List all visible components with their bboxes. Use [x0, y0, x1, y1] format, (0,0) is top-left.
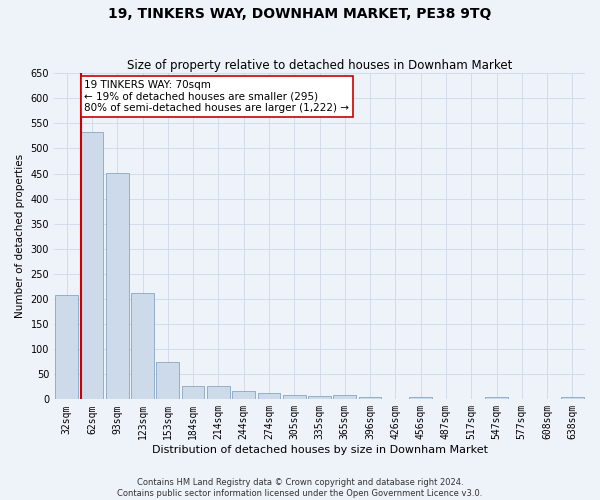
Bar — [283, 395, 305, 400]
Bar — [131, 293, 154, 400]
Bar — [106, 172, 128, 400]
Bar — [308, 396, 331, 400]
Bar — [257, 394, 280, 400]
Title: Size of property relative to detached houses in Downham Market: Size of property relative to detached ho… — [127, 59, 512, 72]
Y-axis label: Number of detached properties: Number of detached properties — [15, 154, 25, 318]
Bar — [207, 386, 230, 400]
Bar — [55, 296, 78, 400]
Bar — [334, 395, 356, 400]
Bar — [80, 132, 103, 400]
Text: 19, TINKERS WAY, DOWNHAM MARKET, PE38 9TQ: 19, TINKERS WAY, DOWNHAM MARKET, PE38 9T… — [109, 8, 491, 22]
Text: Contains HM Land Registry data © Crown copyright and database right 2024.
Contai: Contains HM Land Registry data © Crown c… — [118, 478, 482, 498]
Bar — [485, 397, 508, 400]
X-axis label: Distribution of detached houses by size in Downham Market: Distribution of detached houses by size … — [152, 445, 488, 455]
Bar — [182, 386, 205, 400]
Bar — [409, 397, 432, 400]
Bar — [157, 362, 179, 400]
Bar — [359, 397, 382, 400]
Bar — [561, 397, 584, 400]
Bar — [232, 391, 255, 400]
Text: 19 TINKERS WAY: 70sqm
← 19% of detached houses are smaller (295)
80% of semi-det: 19 TINKERS WAY: 70sqm ← 19% of detached … — [85, 80, 349, 113]
